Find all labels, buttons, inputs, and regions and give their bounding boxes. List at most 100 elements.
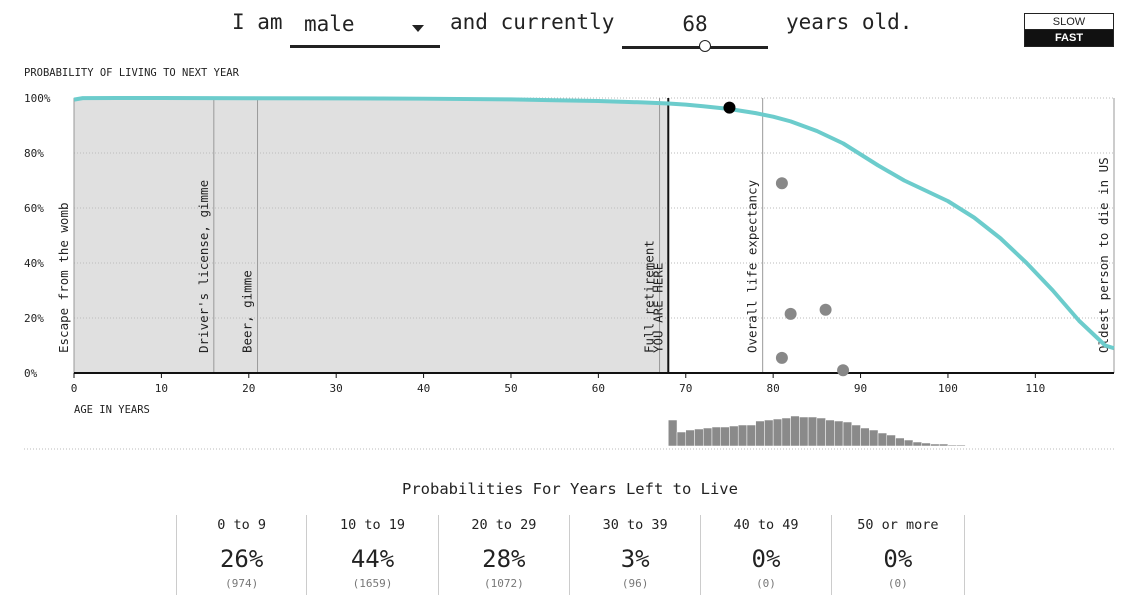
death-sample-dot (775, 351, 788, 364)
stat-percent: 44% (350, 545, 395, 573)
sex-select[interactable]: male (290, 6, 440, 48)
histogram-bar (834, 420, 844, 447)
x-tick-label: 40 (417, 382, 430, 395)
x-axis-label: AGE IN YEARS (74, 404, 150, 416)
stat-count: (0) (887, 577, 908, 590)
histogram-bar (912, 441, 922, 447)
x-tick-label: 60 (592, 382, 605, 395)
you-are-here-label: YOU ARE HERE (650, 263, 665, 353)
fast-button[interactable]: FAST (1024, 30, 1114, 47)
chevron-down-icon (412, 25, 424, 32)
stat-column: 50 or more 0% (0) (832, 515, 965, 595)
histogram-bar (816, 417, 826, 447)
y-tick-label: 0% (24, 367, 38, 380)
histogram-bar (772, 418, 783, 447)
marker-label: Driver's license, gimme (196, 180, 211, 353)
marker-label: Escape from the womb (56, 202, 71, 353)
death-sample-dot (819, 303, 832, 316)
age-slider-track[interactable] (622, 46, 768, 49)
stat-percent: 3% (620, 545, 650, 573)
y-tick-label: 60% (24, 202, 44, 215)
marker-label: Beer, gimme (240, 270, 255, 353)
histogram-bar (869, 429, 879, 447)
y-tick-label: 80% (24, 147, 44, 160)
current-position-dot (723, 101, 736, 114)
histogram-bar (886, 434, 896, 447)
histogram-bar (947, 444, 957, 447)
histogram-bar (799, 416, 809, 447)
sentence-suffix: years old. (786, 10, 913, 34)
histogram-bar (711, 426, 721, 447)
histogram-bar (781, 417, 791, 447)
histogram-bar (825, 419, 835, 447)
marker-label: Oldest person to die in US (1096, 157, 1111, 353)
histogram-bar (921, 442, 931, 447)
histogram-bar (895, 437, 905, 447)
histogram-bar (842, 421, 853, 447)
histogram-bar (973, 445, 984, 447)
sex-select-value: male (304, 12, 355, 36)
histogram-bar (694, 428, 704, 447)
slow-button[interactable]: SLOW (1024, 13, 1114, 30)
sentence-prefix: I am (232, 10, 283, 34)
stat-range: 0 to 9 (217, 517, 267, 533)
stat-column: 40 to 49 0% (0) (701, 515, 832, 595)
stat-range: 30 to 39 (602, 517, 668, 533)
stat-column: 0 to 9 26% (974) (177, 515, 308, 595)
stat-count: (0) (756, 577, 776, 590)
marker-label: Overall life expectancy (745, 179, 760, 353)
stat-count: (1659) (352, 577, 393, 590)
x-tick-label: 30 (330, 382, 343, 395)
stat-percent: 0% (883, 545, 913, 573)
histogram-bar (930, 443, 940, 447)
age-value: 68 (682, 12, 708, 36)
stat-count: (974) (225, 577, 259, 590)
stat-percent: 26% (219, 545, 264, 573)
y-tick-label: 40% (24, 257, 44, 270)
stats-table: 0 to 9 26% (974) 10 to 19 44% (1659) 20 … (176, 515, 965, 595)
chart-title: PROBABILITY OF LIVING TO NEXT YEAR (24, 67, 240, 79)
stat-range: 10 to 19 (339, 517, 406, 533)
stat-column: 20 to 29 28% (1072) (439, 515, 570, 595)
x-tick-label: 50 (504, 382, 517, 395)
stat-range: 40 to 49 (733, 517, 799, 533)
x-tick-label: 70 (679, 382, 692, 395)
sentence-middle: and currently (450, 10, 615, 34)
histogram-bar (790, 415, 800, 447)
histogram-bar (764, 419, 774, 447)
x-tick-label: 20 (242, 382, 255, 395)
histogram-bar (668, 419, 678, 447)
histogram-bar (956, 444, 966, 447)
histogram-bar (860, 427, 870, 447)
stat-count: (96) (621, 577, 649, 590)
death-sample-dot (837, 364, 850, 377)
survival-chart: PROBABILITY OF LIVING TO NEXT YEAR AGE I… (24, 67, 1115, 450)
histogram-bar (729, 425, 739, 447)
histogram-bar (702, 427, 713, 447)
histogram-bar (904, 439, 914, 447)
speed-toggle: SLOW FAST (1024, 13, 1114, 47)
y-tick-label: 100% (24, 92, 51, 105)
histogram-bar (938, 443, 949, 447)
histogram-bar (877, 432, 888, 447)
histogram-bar (807, 416, 818, 447)
age-slider-thumb[interactable] (699, 40, 712, 52)
stat-column: 30 to 39 3% (96) (570, 515, 702, 595)
histogram-bar (965, 445, 975, 447)
stat-count: (1072) (483, 577, 524, 590)
stat-percent: 28% (482, 545, 526, 573)
histogram-bar (685, 429, 695, 447)
x-tick-label: 10 (155, 382, 168, 395)
stat-column: 10 to 19 44% (1659) (307, 515, 439, 595)
x-tick-label: 110 (1025, 382, 1045, 395)
x-tick-label: 90 (854, 382, 867, 395)
stat-range: 20 to 29 (471, 517, 537, 533)
stat-range: 50 or more (857, 517, 939, 533)
survival-curve (73, 96, 1115, 351)
lived-region (74, 98, 669, 373)
death-sample-dot (784, 307, 797, 320)
x-tick-label: 0 (71, 382, 78, 395)
x-tick-label: 80 (767, 382, 780, 395)
stats-title: Probabilities For Years Left to Live (402, 480, 738, 498)
age-control: 68 (622, 8, 768, 52)
